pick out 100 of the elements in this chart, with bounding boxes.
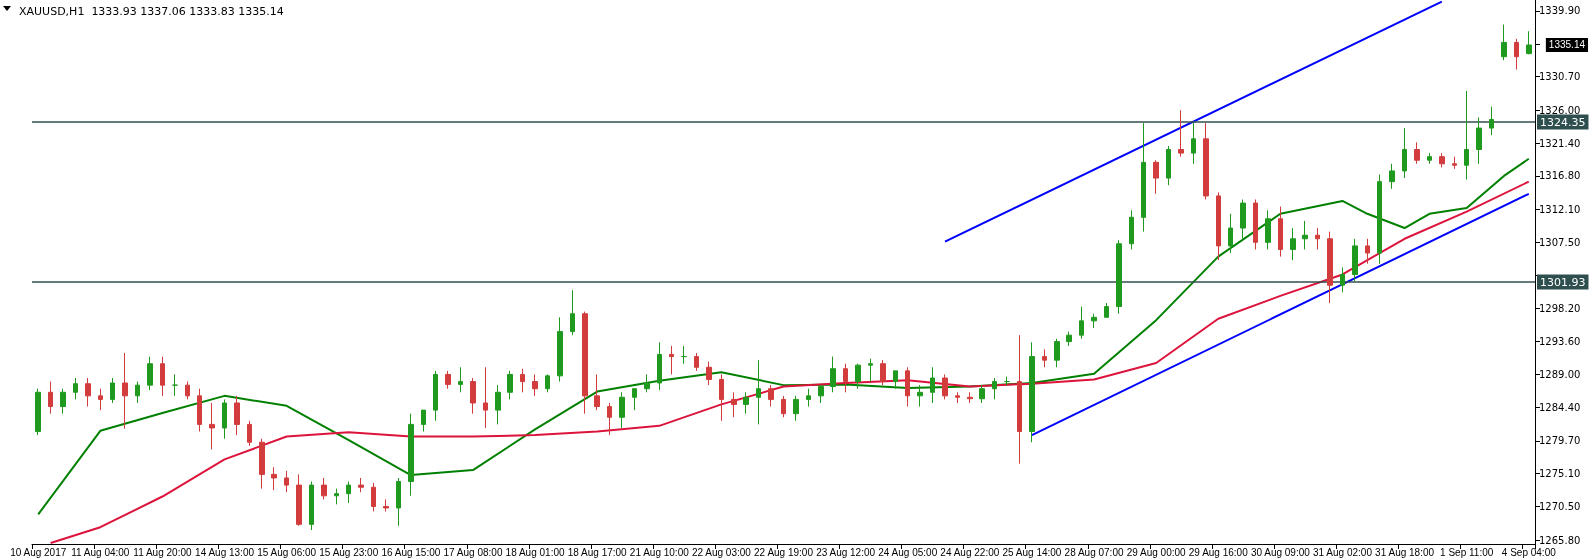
candlestick (483, 366, 488, 429)
x-tick-label: 29 Aug 16:00 (1188, 546, 1249, 558)
candlestick (1153, 159, 1159, 195)
candlestick (520, 368, 525, 393)
y-tick-label: 1330.70 (1539, 71, 1581, 83)
candlestick (1042, 348, 1047, 368)
x-tick-label: 23 Aug 12:00 (816, 546, 876, 558)
candlestick (421, 409, 426, 433)
x-tick-label: 29 Aug 00:00 (1126, 546, 1187, 558)
candlestick (122, 352, 128, 430)
candlestick (607, 402, 612, 436)
candlestick (1178, 109, 1184, 158)
x-tick-label: 21 Aug 10:00 (629, 546, 690, 558)
candlestick (1464, 90, 1469, 180)
x-tick-label: 31 Aug 18:00 (1375, 546, 1435, 558)
candlestick (1501, 24, 1507, 61)
candlestick (1029, 341, 1035, 443)
candlestick (1439, 152, 1445, 168)
candlestick (880, 359, 886, 386)
x-tick-label: 17 Aug 08:00 (443, 546, 503, 558)
candlestick (644, 373, 650, 393)
candlestick (843, 363, 848, 393)
candlestick (172, 373, 178, 397)
candlestick (35, 388, 41, 436)
candlestick (743, 391, 749, 415)
y-tick-label: 1321.40 (1539, 137, 1581, 149)
candlestick (48, 381, 53, 415)
candlestick (1489, 106, 1494, 136)
candlestick (1340, 266, 1345, 293)
ref-line-label: 1301.93 (1540, 275, 1586, 289)
y-tick-label: 1339.90 (1539, 5, 1581, 17)
candlestick (1402, 127, 1407, 179)
candlestick (259, 438, 265, 490)
candlestick (1054, 338, 1060, 368)
y-tick-label: 1312.10 (1539, 203, 1581, 215)
candlestick (632, 388, 637, 411)
candlestick (98, 388, 103, 411)
candlestick (110, 377, 115, 404)
y-tick-label: 1284.40 (1539, 401, 1581, 413)
candlestick (321, 477, 327, 500)
y-tick-label: 1289.00 (1539, 368, 1581, 380)
x-tick-label: 16 Aug 15:00 (381, 546, 441, 558)
y-tick-label: 1279.70 (1539, 435, 1581, 447)
candlestick (271, 466, 277, 491)
candlestick (1191, 122, 1196, 165)
candlestick (1004, 376, 1010, 386)
candlestick (930, 366, 935, 404)
x-tick-label: 28 Aug 07:00 (1064, 546, 1124, 558)
x-tick-label: 30 Aug 09:00 (1250, 546, 1311, 558)
ref-line-label: 1324.35 (1540, 115, 1586, 129)
candlestick (1017, 334, 1022, 465)
candlestick (1104, 302, 1109, 318)
text: 1335.14 (1548, 39, 1586, 51)
candlestick (582, 311, 588, 415)
x-tick-label: 1 Sep 11:00 (1440, 546, 1494, 558)
candlestick (1066, 331, 1072, 347)
candlestick (73, 377, 78, 400)
candlestick (532, 373, 538, 397)
candlestick (619, 391, 625, 429)
candlestick (830, 356, 836, 393)
candlestick (1389, 163, 1395, 190)
candlestick (1414, 141, 1420, 165)
candlestick (1129, 209, 1134, 250)
x-tick-label: 14 Aug 13:00 (195, 546, 255, 558)
candlestick (731, 391, 737, 418)
candlestick (768, 384, 774, 408)
candlestick (1427, 152, 1432, 165)
candlestick (719, 373, 724, 422)
candlestick (383, 498, 389, 513)
x-tick-label: 24 Aug 22:00 (940, 546, 1000, 558)
candlestick (222, 398, 227, 440)
candlestick (160, 356, 165, 397)
x-tick-label: 11 Aug 04:00 (71, 546, 130, 558)
candlestick (197, 388, 202, 433)
candlestick (706, 361, 712, 386)
candlestick (1452, 156, 1457, 170)
candlestick (942, 373, 948, 400)
candlestick (1315, 227, 1320, 250)
candlestick (669, 345, 674, 375)
candlestick (408, 413, 414, 497)
candlestick (917, 384, 923, 408)
candlestick (1216, 191, 1221, 261)
x-tick-label: 22 Aug 03:00 (691, 546, 752, 558)
candlestick (1526, 30, 1532, 55)
candlestick (296, 473, 302, 527)
candlestick (1278, 206, 1283, 258)
candlestick (1352, 238, 1358, 283)
x-tick-label: 18 Aug 17:00 (567, 546, 628, 558)
candlestick (905, 366, 910, 408)
x-tick-label: 10 Aug 2017 (10, 546, 67, 558)
y-tick-label: 1316.80 (1539, 170, 1581, 182)
candlestick (979, 384, 985, 404)
candlestick (868, 358, 873, 383)
candlestick (147, 356, 153, 391)
y-tick-label: 1293.60 (1539, 336, 1581, 348)
y-tick-label: 1265.80 (1539, 534, 1581, 546)
candlestick (1079, 306, 1084, 340)
candlestick (445, 370, 451, 390)
candlestick (1253, 198, 1258, 250)
candlestick (247, 420, 252, 447)
